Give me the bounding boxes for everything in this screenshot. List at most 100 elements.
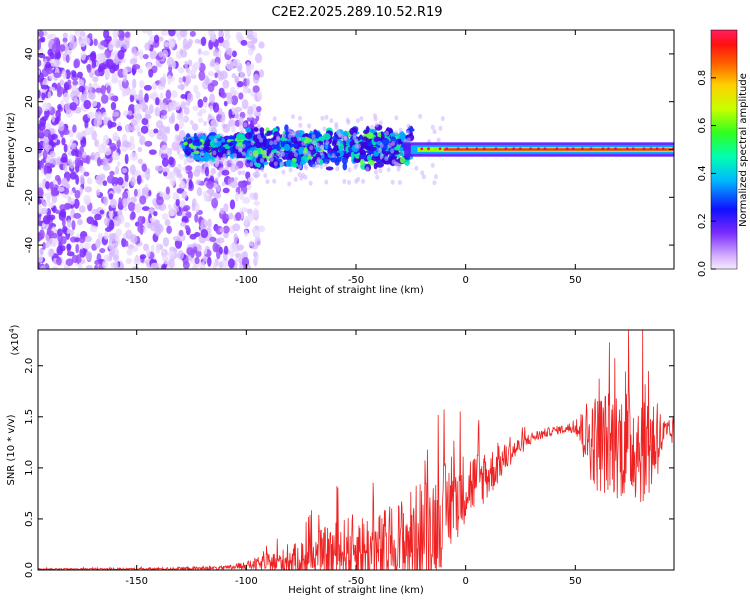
spectrogram-speck <box>86 216 95 225</box>
spectrogram-speck <box>61 217 66 227</box>
spectrogram-speck <box>159 92 164 99</box>
spectrogram-speck <box>194 213 199 223</box>
spectrogram-speck <box>159 192 167 198</box>
spectrogram-speck <box>290 114 295 120</box>
spectrogram-speck <box>142 53 149 60</box>
spectrogram-speck <box>315 163 320 169</box>
spectrogram-speck <box>170 75 175 82</box>
spectrogram-speck <box>235 212 242 221</box>
spectrogram-speck <box>279 161 284 167</box>
spectrogram-speck <box>149 50 158 60</box>
spectrogram-speck <box>49 52 55 60</box>
spectrogram-speck <box>219 207 225 215</box>
spectrogram-speck <box>232 223 241 232</box>
colorbar-ticks: 0.0 0.2 0.4 0.6 0.8 <box>697 70 716 277</box>
spectrogram-speck <box>122 191 129 200</box>
spectrogram-blob <box>369 128 377 134</box>
spectrogram-blob <box>216 134 221 139</box>
spectrogram-speck <box>62 70 67 81</box>
spectrogram-blob <box>353 158 361 164</box>
spectrogram-blob <box>288 154 293 160</box>
spectrogram-speck <box>251 227 257 234</box>
spectrogram-marks <box>38 30 674 269</box>
spectrogram-speck <box>120 32 125 39</box>
spectrogram-speck <box>187 38 193 46</box>
snr-series-line <box>38 330 674 570</box>
spectrogram-speck <box>137 215 144 226</box>
spectrogram-speck <box>387 142 392 148</box>
spectrogram-speck <box>247 212 255 222</box>
spectrogram-blob <box>373 162 378 170</box>
signal-peak <box>607 147 610 151</box>
spectrogram-speck <box>384 130 389 136</box>
colorbar: 0.0 0.2 0.4 0.6 0.8 Normalized spectral ampl… <box>697 29 749 277</box>
spectrogram-speck <box>209 105 214 112</box>
spectrogram-speck <box>214 72 219 79</box>
spectrogram-speck <box>273 161 278 167</box>
spectrogram-speck <box>194 231 201 238</box>
signal-peak <box>512 147 516 151</box>
spectrogram-speck <box>129 88 136 96</box>
spectrogram-speck <box>144 140 153 147</box>
spectrogram-speck <box>353 164 358 170</box>
spectrogram-speck <box>192 105 199 111</box>
spectrogram-speck <box>430 124 435 130</box>
spectrogram-speck <box>116 138 121 149</box>
spectrogram-speck <box>302 150 307 156</box>
spectrogram-speck <box>129 213 134 221</box>
spectrogram-speck <box>208 159 213 165</box>
spectrogram-speck <box>241 151 246 157</box>
spectrogram-speck <box>222 187 230 194</box>
spectrogram-speck <box>89 52 97 62</box>
spectrogram-speck <box>69 171 77 180</box>
spectrogram-speck <box>115 185 122 193</box>
signal-peak <box>625 147 629 151</box>
spectrogram-speck <box>144 42 151 51</box>
spectrogram-speck <box>108 41 114 51</box>
spectrogram-speck <box>199 144 204 150</box>
spectrogram-speck <box>71 254 79 264</box>
spectrogram-speck <box>228 119 236 128</box>
spectrogram-speck <box>319 164 324 170</box>
spectrogram-speck <box>365 166 370 172</box>
spectrogram-speck <box>122 197 128 208</box>
spectrogram-speck <box>248 150 253 156</box>
spectrogram-speck <box>222 153 227 159</box>
spectrogram-speck <box>109 246 116 257</box>
spectrogram-blob <box>266 130 272 136</box>
spectrogram-speck <box>149 93 156 99</box>
spectrogram-speck <box>347 180 352 186</box>
spectrogram-speck <box>49 86 56 92</box>
spectrogram-speck <box>177 250 185 260</box>
spectrogram-speck <box>319 144 324 150</box>
spectrogram-speck <box>210 168 216 175</box>
spectrogram-speck <box>197 98 204 108</box>
spectrogram-blob <box>366 154 372 161</box>
spectrogram-speck <box>130 234 138 244</box>
spectrogram-speck <box>220 91 227 99</box>
spectrogram-speck <box>182 38 188 48</box>
spectrogram-speck <box>298 164 303 170</box>
spectrogram-speck <box>192 146 197 152</box>
spectrogram-speck <box>218 87 225 94</box>
spectrogram-speck <box>213 62 220 72</box>
spectrogram-speck <box>342 179 347 185</box>
spectrogram-blob <box>399 147 404 152</box>
spectrogram-speck <box>47 230 55 237</box>
spectrogram-speck <box>235 31 242 41</box>
spectrogram-blob <box>389 136 397 143</box>
spectrogram-speck <box>134 106 141 116</box>
spectrogram-speck <box>133 256 141 266</box>
spectrogram-speck <box>206 180 214 190</box>
y-tick-label: 0.5 <box>24 511 35 527</box>
spectrogram-speck <box>117 176 124 186</box>
spectrogram-speck <box>43 128 51 138</box>
spectrogram-speck <box>181 190 188 200</box>
spectrogram-speck <box>131 246 139 252</box>
spectrogram-speck <box>166 225 172 234</box>
spectrogram-speck <box>174 123 180 132</box>
spectrogram-speck <box>84 199 91 206</box>
spectrogram-speck <box>247 176 254 183</box>
spectrogram-speck <box>207 82 215 93</box>
spectrogram-speck <box>228 212 234 220</box>
